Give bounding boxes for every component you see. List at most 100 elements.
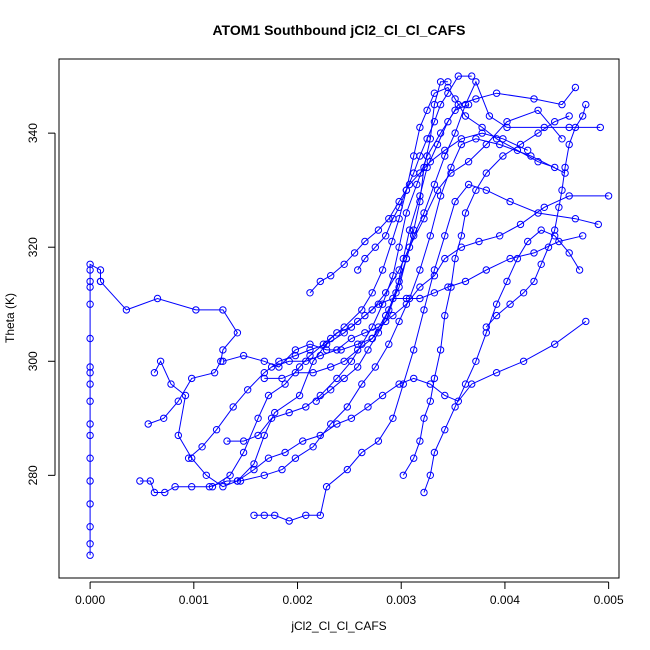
data-point	[395, 283, 403, 291]
data-point	[306, 289, 314, 297]
data-point	[457, 135, 466, 143]
data-point	[316, 431, 324, 440]
data-point	[530, 277, 538, 286]
data-point	[202, 471, 211, 479]
data-point	[436, 129, 445, 137]
data-point	[285, 357, 293, 365]
data-point	[371, 243, 379, 251]
data-point	[264, 391, 273, 400]
data-point	[596, 123, 604, 132]
data-point	[223, 437, 231, 445]
data-point	[188, 374, 196, 383]
data-point	[457, 232, 466, 240]
data-point	[464, 100, 473, 109]
data-point	[86, 363, 94, 371]
data-point	[454, 397, 462, 405]
data-point	[136, 477, 144, 485]
data-point	[582, 317, 590, 326]
data-point	[478, 123, 486, 132]
data-point	[544, 243, 553, 251]
data-point	[496, 140, 504, 149]
data-point	[503, 277, 511, 286]
data-point	[441, 426, 449, 434]
data-point	[565, 249, 573, 257]
series-line	[309, 132, 528, 294]
data-point	[451, 106, 459, 115]
data-point	[316, 277, 324, 286]
x-tick-label: 0.005	[594, 593, 624, 607]
data-point	[571, 123, 580, 132]
data-point	[461, 100, 470, 109]
data-point	[426, 232, 434, 240]
data-point	[291, 351, 300, 360]
data-point	[395, 243, 403, 251]
data-point	[306, 346, 314, 354]
y-axis-label: Theta (K)	[3, 293, 17, 343]
series-line	[423, 229, 581, 493]
data-point	[382, 289, 390, 297]
data-series	[482, 100, 590, 331]
data-point	[271, 408, 279, 417]
data-point	[420, 488, 428, 497]
x-tick-label: 0.000	[75, 593, 105, 607]
data-point	[461, 277, 470, 286]
data-point	[96, 266, 105, 274]
data-point	[385, 340, 393, 348]
data-point	[420, 163, 428, 172]
data-series	[96, 277, 242, 428]
data-point	[312, 397, 320, 405]
data-point	[291, 369, 300, 377]
data-point	[347, 414, 356, 422]
data-point	[441, 152, 449, 160]
data-point	[86, 420, 94, 428]
data-point	[402, 294, 411, 303]
data-point	[444, 118, 452, 126]
data-point	[285, 517, 293, 525]
data-point	[447, 169, 455, 177]
data-point	[461, 112, 470, 120]
data-point	[302, 511, 310, 519]
data-point	[374, 437, 383, 445]
data-point	[519, 357, 528, 365]
data-point	[306, 340, 314, 348]
data-point	[327, 272, 335, 280]
data-point	[451, 403, 459, 411]
data-point	[430, 180, 439, 189]
data-point	[582, 100, 590, 109]
data-point	[416, 437, 424, 445]
data-point	[482, 266, 490, 274]
y-tick-label: 340	[26, 123, 40, 143]
data-point	[482, 140, 490, 149]
data-point	[405, 180, 414, 189]
data-point	[410, 374, 418, 383]
series-line	[254, 183, 599, 522]
data-point	[291, 346, 300, 354]
data-point	[236, 477, 245, 485]
data-point	[492, 369, 501, 377]
data-point	[405, 243, 414, 251]
data-series	[420, 226, 584, 497]
data-point	[340, 374, 348, 383]
data-point	[436, 100, 445, 109]
data-point	[430, 118, 439, 126]
data-point	[402, 254, 411, 263]
data-point	[86, 431, 94, 440]
data-point	[499, 152, 507, 160]
data-point	[340, 260, 348, 268]
data-point	[333, 329, 341, 337]
data-point	[402, 209, 411, 217]
data-point	[86, 369, 94, 377]
data-point	[226, 471, 234, 479]
data-point	[86, 283, 94, 291]
data-point	[233, 329, 242, 337]
data-point	[430, 272, 439, 280]
series-line	[89, 263, 101, 556]
data-point	[395, 266, 403, 274]
data-point	[358, 306, 366, 314]
data-point	[368, 289, 376, 297]
data-point	[333, 420, 341, 428]
data-point	[472, 135, 480, 143]
data-point	[260, 357, 268, 365]
data-point	[447, 163, 455, 172]
data-point	[575, 266, 584, 274]
